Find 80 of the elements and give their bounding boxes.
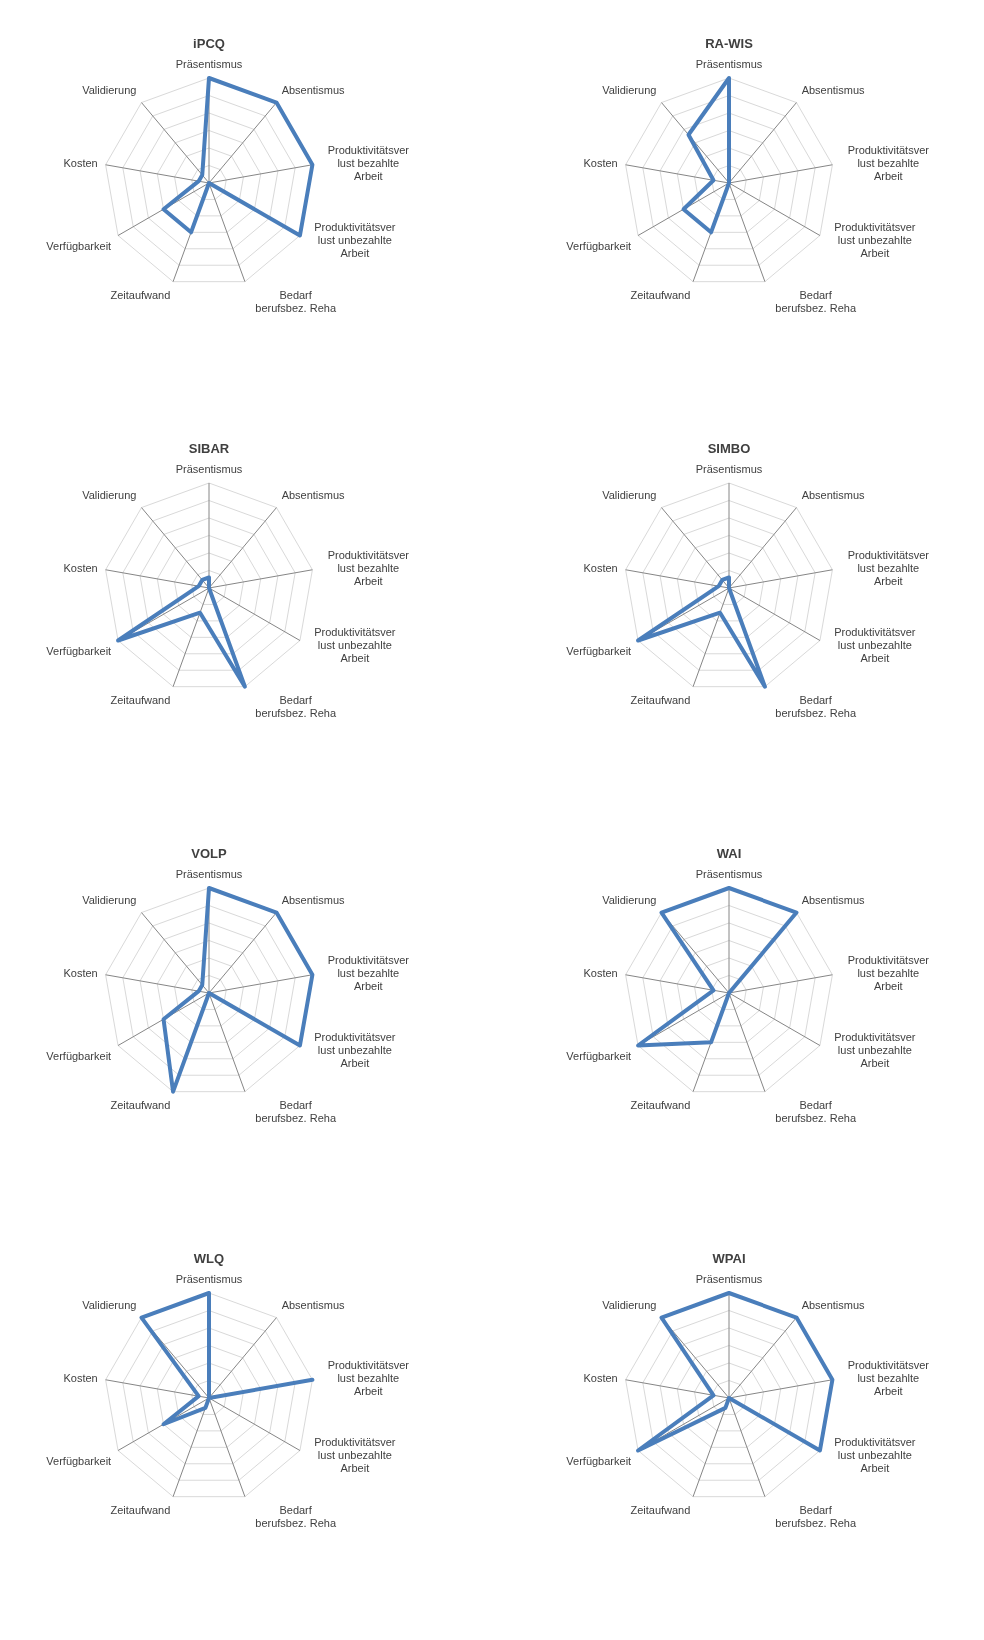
spoke-label: Verfügbarkeit	[46, 1454, 112, 1467]
spoke-label: Zeitaufwand	[630, 1504, 691, 1517]
spoke-label: Verfügbarkeit	[46, 1049, 112, 1062]
chart-title: WAI	[716, 846, 742, 861]
chart-title: RA-WIS	[705, 36, 754, 51]
spoke-label: Verfügbarkeit	[566, 1049, 632, 1062]
spoke-label: Validierung	[602, 894, 657, 907]
spoke-label: Bedarf berufsbez. Reha	[775, 694, 857, 720]
spoke-label: Produktivitätsver lust bezahlte Arbeit	[327, 144, 410, 183]
spoke-label: Produktivitätsver lust bezahlte Arbeit	[847, 144, 930, 183]
spoke-label: Präsentismus	[175, 463, 243, 475]
spoke-label: Produktivitätsver lust unbezahlte Arbeit	[834, 220, 916, 259]
spoke-label: Absentismus	[801, 84, 866, 97]
spoke-label: Verfügbarkeit	[566, 1454, 632, 1467]
spoke-label: Kosten	[583, 967, 618, 980]
spoke-label: Kosten	[63, 1372, 98, 1385]
spoke-label: Zeitaufwand	[110, 1099, 171, 1112]
spoke-label: Bedarf berufsbez. Reha	[255, 1504, 337, 1530]
chart-title: SIMBO	[707, 441, 751, 456]
spoke-label: Absentismus	[281, 1299, 346, 1312]
spoke-label: Produktivitätsver lust bezahlte Arbeit	[327, 1359, 410, 1398]
spoke-label: Produktivitätsver lust unbezahlte Arbeit	[314, 625, 396, 664]
spoke-label: Absentismus	[281, 489, 346, 502]
spoke-label: Zeitaufwand	[630, 694, 691, 707]
spoke-label: Absentismus	[801, 894, 866, 907]
spoke-label: Zeitaufwand	[110, 694, 171, 707]
spoke-label: Validierung	[602, 84, 657, 97]
spoke-label: Produktivitätsver lust bezahlte Arbeit	[327, 549, 410, 588]
spoke-label: Präsentismus	[695, 463, 763, 475]
spoke-label: Bedarf berufsbez. Reha	[775, 1099, 857, 1125]
spoke-label: Validierung	[82, 489, 137, 502]
spoke-label: Bedarf berufsbez. Reha	[775, 1504, 857, 1530]
spoke-label: Validierung	[82, 1299, 137, 1312]
spoke-label: Bedarf berufsbez. Reha	[775, 289, 857, 315]
spoke-label: Absentismus	[801, 1299, 866, 1312]
spoke-label: Verfügbarkeit	[46, 644, 112, 657]
spoke-label: Kosten	[583, 157, 618, 170]
spoke-label: Präsentismus	[695, 1273, 763, 1285]
chart-title: VOLP	[191, 846, 228, 861]
spoke-label: Bedarf berufsbez. Reha	[255, 1099, 337, 1125]
spoke-label: Produktivitätsver lust unbezahlte Arbeit	[314, 1030, 396, 1069]
spoke-label: Produktivitätsver lust bezahlte Arbeit	[847, 954, 930, 993]
spoke-label: Validierung	[82, 84, 137, 97]
spoke-label: Kosten	[63, 157, 98, 170]
spoke-label: Zeitaufwand	[630, 1099, 691, 1112]
spoke-label: Kosten	[63, 562, 98, 575]
spoke-label: Verfügbarkeit	[566, 239, 632, 252]
spoke-label: Validierung	[602, 489, 657, 502]
spoke-label: Absentismus	[801, 489, 866, 502]
spoke-label: Präsentismus	[175, 1273, 243, 1285]
spoke-label: Kosten	[583, 1372, 618, 1385]
spoke-label: Verfügbarkeit	[566, 644, 632, 657]
spoke-label: Zeitaufwand	[630, 289, 691, 302]
spoke-label: Präsentismus	[175, 868, 243, 880]
spoke-label: Produktivitätsver lust unbezahlte Arbeit	[834, 1435, 916, 1474]
spoke-label: Bedarf berufsbez. Reha	[255, 694, 337, 720]
spoke-label: Produktivitätsver lust unbezahlte Arbeit	[834, 625, 916, 664]
chart-title: SIBAR	[188, 441, 230, 456]
spoke-label: Produktivitätsver lust bezahlte Arbeit	[847, 1359, 930, 1398]
chart-title: iPCQ	[193, 36, 225, 51]
spoke-label: Validierung	[82, 894, 137, 907]
spoke-label: Absentismus	[281, 894, 346, 907]
spoke-label: Verfügbarkeit	[46, 239, 112, 252]
spoke-label: Produktivitätsver lust unbezahlte Arbeit	[834, 1030, 916, 1069]
chart-title: WLQ	[193, 1251, 225, 1266]
spoke-label: Absentismus	[281, 84, 346, 97]
spoke-label: Produktivitätsver lust bezahlte Arbeit	[847, 549, 930, 588]
spoke-label: Kosten	[583, 562, 618, 575]
spoke-label: Präsentismus	[695, 868, 763, 880]
chart-title: WPAI	[712, 1251, 746, 1266]
spoke-label: Präsentismus	[175, 58, 243, 70]
spoke-label: Kosten	[63, 967, 98, 980]
spoke-label: Zeitaufwand	[110, 289, 171, 302]
spoke-label: Validierung	[602, 1299, 657, 1312]
spoke-label: Präsentismus	[695, 58, 763, 70]
spoke-label: Produktivitätsver lust unbezahlte Arbeit	[314, 220, 396, 259]
spoke-label: Zeitaufwand	[110, 1504, 171, 1517]
spoke-label: Produktivitätsver lust unbezahlte Arbeit	[314, 1435, 396, 1474]
spoke-label: Bedarf berufsbez. Reha	[255, 289, 337, 315]
spoke-label: Produktivitätsver lust bezahlte Arbeit	[327, 954, 410, 993]
